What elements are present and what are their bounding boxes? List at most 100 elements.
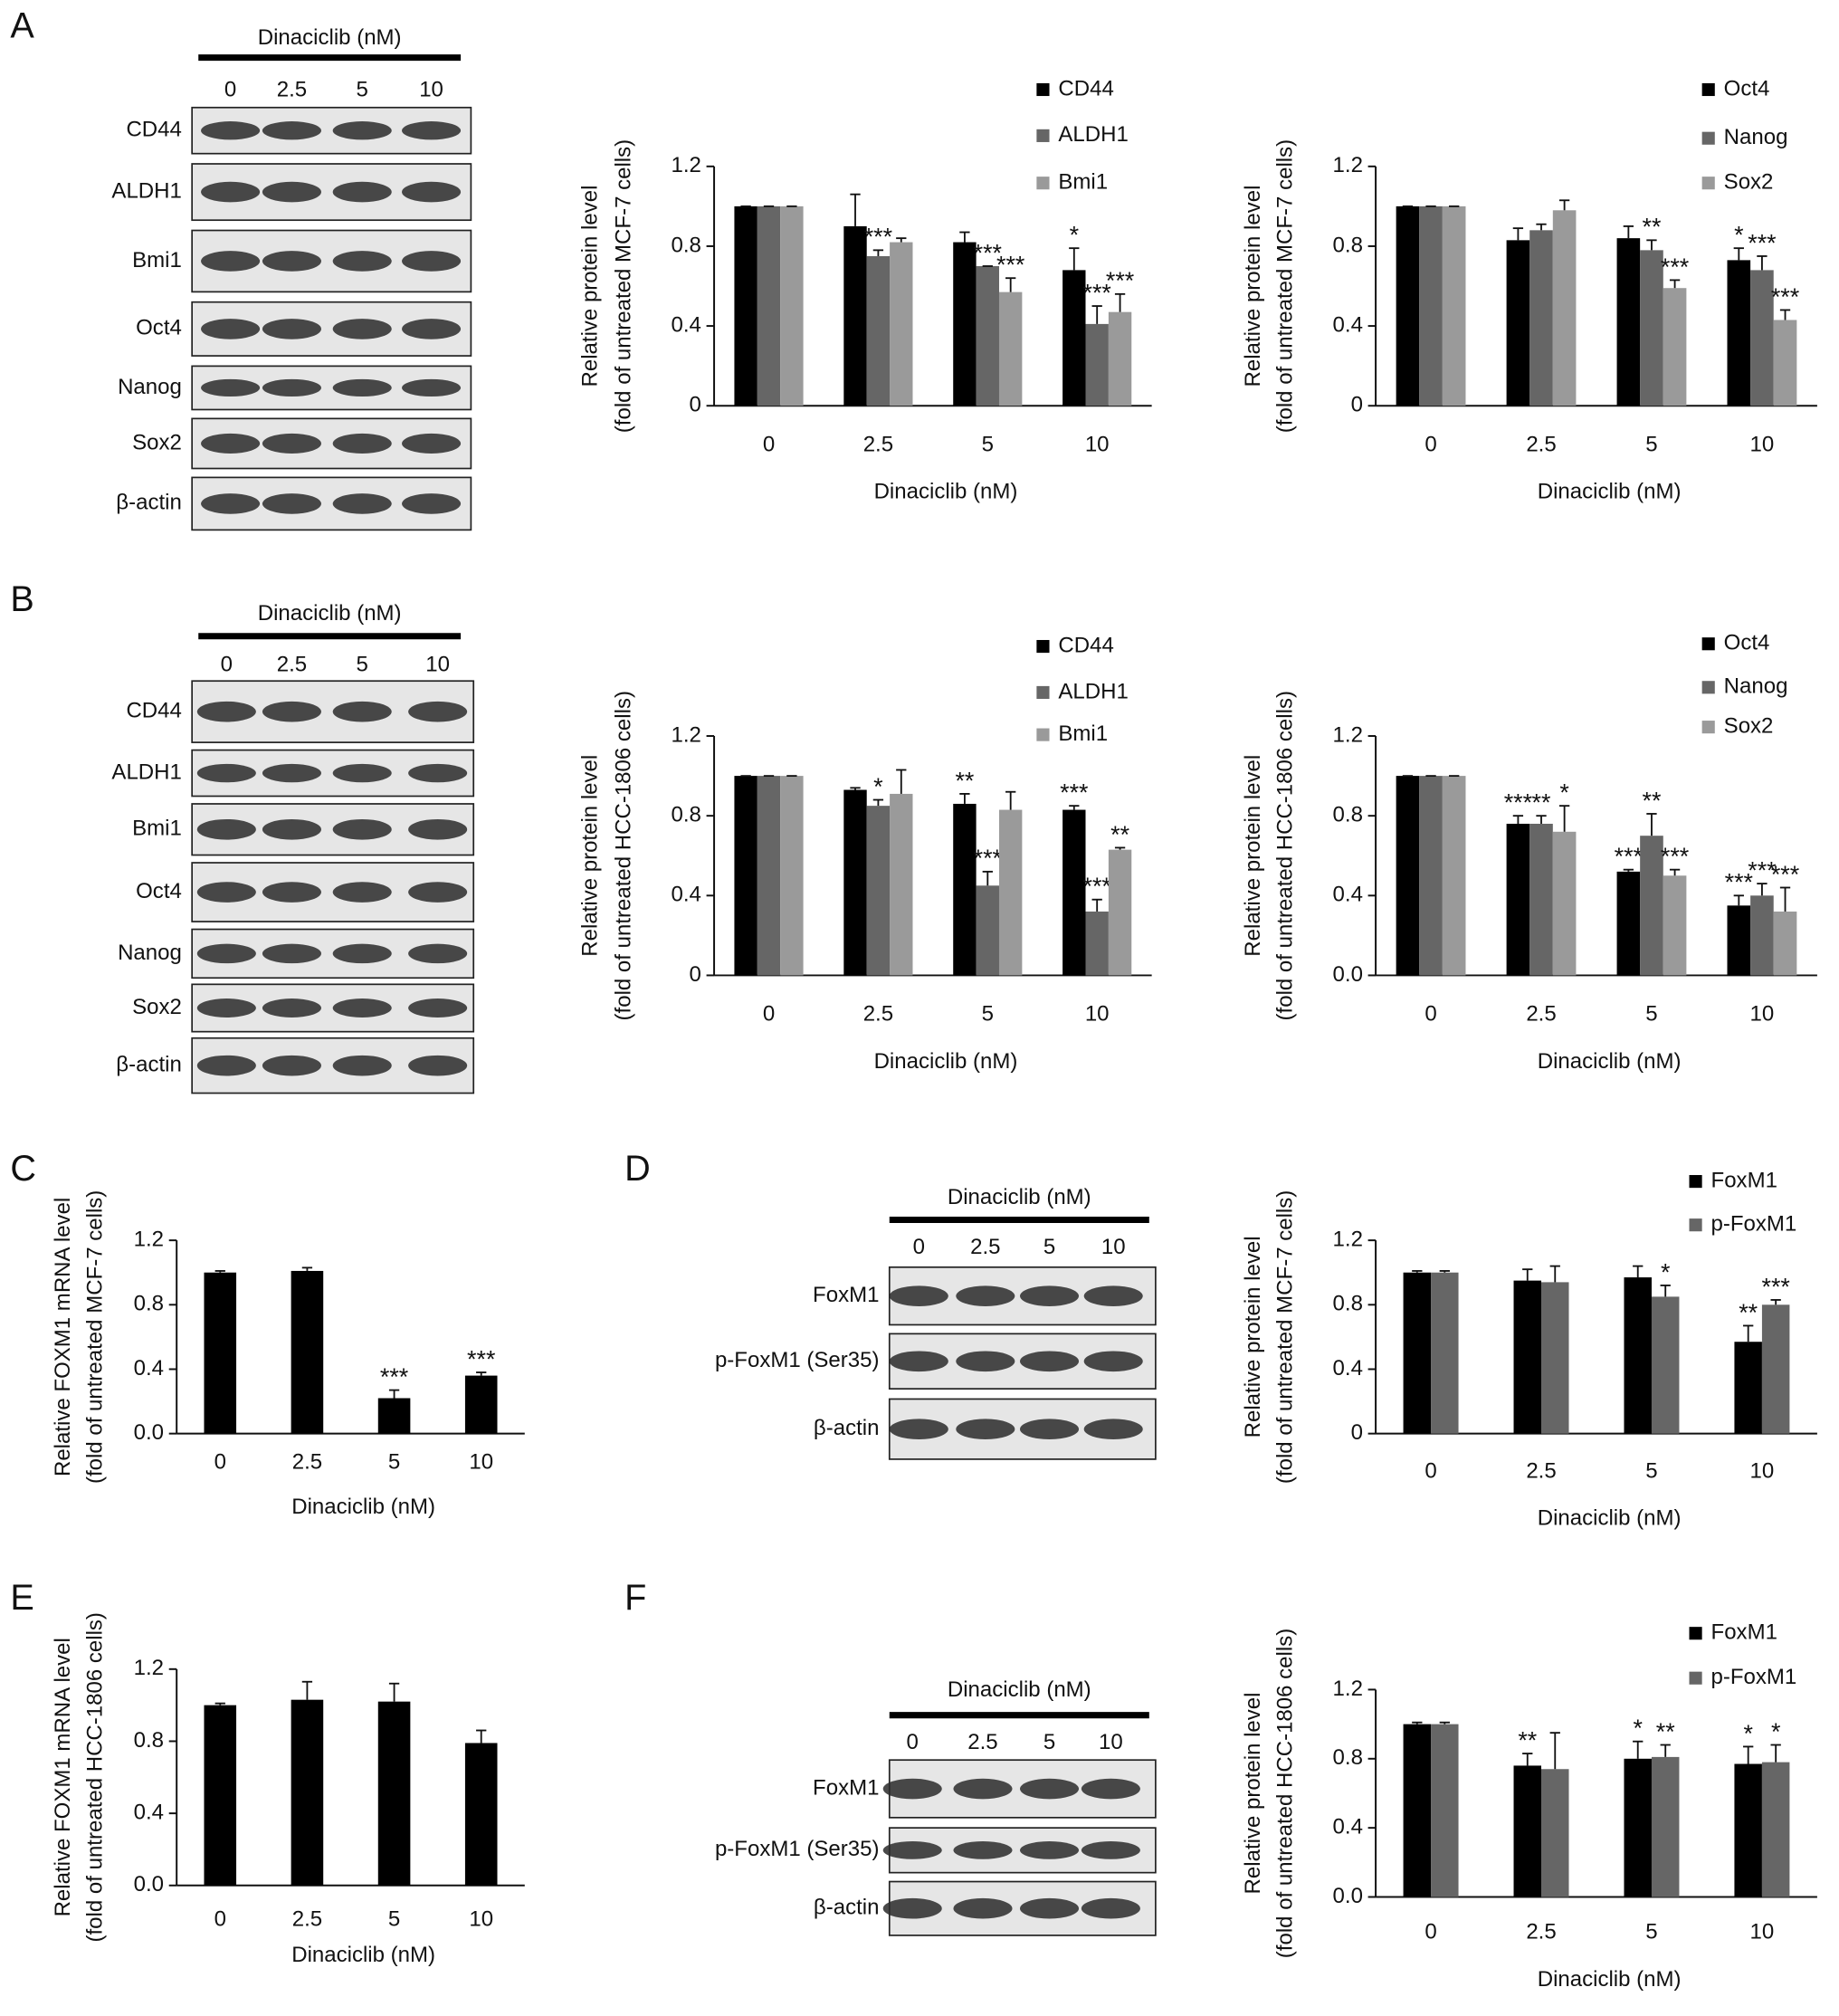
legend-swatch bbox=[1701, 681, 1715, 694]
y-tick-label: 1.2 bbox=[1333, 1677, 1363, 1701]
x-tick-label: 10 bbox=[1750, 1002, 1775, 1027]
bar bbox=[464, 1375, 498, 1434]
bar bbox=[1396, 205, 1420, 406]
legend-swatch bbox=[1036, 177, 1050, 190]
y-axis-label: Relative protein level bbox=[1241, 1693, 1265, 1895]
significance: *** bbox=[1083, 873, 1112, 900]
legend-label: Nanog bbox=[1724, 125, 1788, 149]
bar bbox=[204, 1705, 237, 1886]
y-tick-label: 0.4 bbox=[672, 883, 701, 907]
bar bbox=[890, 242, 913, 406]
x-tick-label: 0 bbox=[763, 1002, 775, 1027]
blot-band bbox=[408, 882, 468, 903]
y-tick-label: 1.2 bbox=[134, 1227, 164, 1251]
blot-band bbox=[882, 1840, 942, 1859]
lane-label: 10 bbox=[425, 653, 450, 677]
legend-swatch bbox=[1036, 728, 1050, 741]
y-tick-label: 0.8 bbox=[672, 803, 701, 827]
significance: *** bbox=[1083, 279, 1112, 306]
bar bbox=[1616, 238, 1641, 406]
significance: *** bbox=[1060, 779, 1089, 807]
legend-label: Bmi1 bbox=[1058, 170, 1108, 195]
blot-band bbox=[956, 1419, 1015, 1440]
significance: *** bbox=[1615, 843, 1644, 870]
x-axis-label: Dinaciclib (nM) bbox=[1538, 1049, 1682, 1074]
bar bbox=[1529, 230, 1553, 406]
blot-title: Dinaciclib (nM) bbox=[258, 601, 402, 626]
blot-band bbox=[1019, 1351, 1080, 1372]
significance: *** bbox=[1504, 789, 1533, 817]
bar bbox=[998, 291, 1023, 406]
x-tick-label: 0 bbox=[1425, 1002, 1436, 1027]
bar bbox=[757, 205, 781, 406]
blot-row-label: β-actin bbox=[814, 1896, 880, 1920]
lane-label: 2.5 bbox=[277, 78, 307, 102]
x-tick-label: 2.5 bbox=[1526, 1919, 1556, 1944]
x-tick-label: 5 bbox=[1645, 432, 1657, 456]
blot-band bbox=[262, 763, 321, 783]
significance: * bbox=[1661, 1258, 1671, 1285]
x-tick-label: 5 bbox=[1645, 1919, 1657, 1944]
y-tick-label: 1.2 bbox=[672, 153, 701, 177]
y-axis-label: (fold of untreated MCF-7 cells) bbox=[82, 1190, 107, 1484]
blot-band bbox=[402, 493, 462, 514]
bar bbox=[953, 242, 977, 406]
bar bbox=[843, 225, 867, 406]
y-tick-label: 0.8 bbox=[1333, 803, 1363, 827]
bar bbox=[1640, 836, 1663, 976]
legend-swatch bbox=[1689, 1671, 1702, 1685]
blot-band bbox=[201, 121, 261, 140]
y-tick-label: 0.8 bbox=[1333, 1745, 1363, 1770]
x-tick-label: 0 bbox=[1425, 432, 1436, 456]
blot-band bbox=[1081, 1897, 1140, 1919]
blot-band bbox=[1019, 1419, 1080, 1440]
bar bbox=[1640, 250, 1663, 406]
blot-band bbox=[262, 378, 321, 397]
blot-band bbox=[408, 998, 468, 1018]
legend-swatch bbox=[1701, 177, 1715, 190]
x-tick-label: 5 bbox=[388, 1450, 400, 1475]
legend-label: p-FoxM1 bbox=[1711, 1212, 1797, 1237]
significance: *** bbox=[864, 224, 893, 251]
blot-band bbox=[408, 701, 468, 722]
x-tick-label: 0 bbox=[763, 432, 775, 456]
bar bbox=[1552, 831, 1577, 976]
legend-label: Oct4 bbox=[1724, 631, 1770, 655]
y-axis-label: Relative protein level bbox=[1241, 186, 1265, 387]
x-tick-label: 10 bbox=[1750, 432, 1775, 456]
legend-label: CD44 bbox=[1058, 633, 1113, 657]
y-tick-label: 0.4 bbox=[1333, 312, 1363, 337]
significance: *** bbox=[1725, 869, 1754, 896]
bar bbox=[291, 1699, 324, 1886]
bar bbox=[953, 803, 977, 976]
x-tick-label: 10 bbox=[1750, 1919, 1775, 1944]
blot-band bbox=[262, 181, 321, 203]
y-tick-label: 0.8 bbox=[1333, 1292, 1363, 1316]
x-axis-label: Dinaciclib (nM) bbox=[291, 1495, 435, 1519]
lane-label: 10 bbox=[1101, 1235, 1126, 1259]
x-tick-label: 5 bbox=[1645, 1458, 1657, 1483]
y-axis-label: Relative protein level bbox=[578, 186, 603, 387]
legend-swatch bbox=[1701, 131, 1715, 145]
bar bbox=[1773, 320, 1797, 406]
y-tick-label: 0.4 bbox=[1333, 1356, 1363, 1381]
significance: * bbox=[1633, 1715, 1643, 1742]
blot-row-label: CD44 bbox=[126, 118, 181, 142]
x-tick-label: 0 bbox=[214, 1906, 226, 1931]
x-tick-label: 2.5 bbox=[292, 1450, 322, 1475]
bar bbox=[1396, 776, 1420, 976]
y-axis-label: Relative protein level bbox=[578, 755, 603, 957]
y-axis-label: Relative protein level bbox=[1241, 755, 1265, 957]
legend-label: Sox2 bbox=[1724, 713, 1774, 738]
blot-row-label: Sox2 bbox=[132, 995, 182, 1019]
lane-label: 5 bbox=[1043, 1730, 1055, 1754]
blot-band bbox=[1083, 1419, 1143, 1440]
bar bbox=[1506, 823, 1530, 976]
bar bbox=[1529, 823, 1553, 976]
x-tick-label: 10 bbox=[469, 1450, 493, 1475]
bar bbox=[1727, 260, 1751, 406]
y-axis-label: Relative FOXM1 mRNA level bbox=[51, 1198, 75, 1476]
blot-band bbox=[1083, 1285, 1143, 1306]
blot-band bbox=[332, 882, 392, 903]
bar bbox=[1513, 1280, 1542, 1434]
